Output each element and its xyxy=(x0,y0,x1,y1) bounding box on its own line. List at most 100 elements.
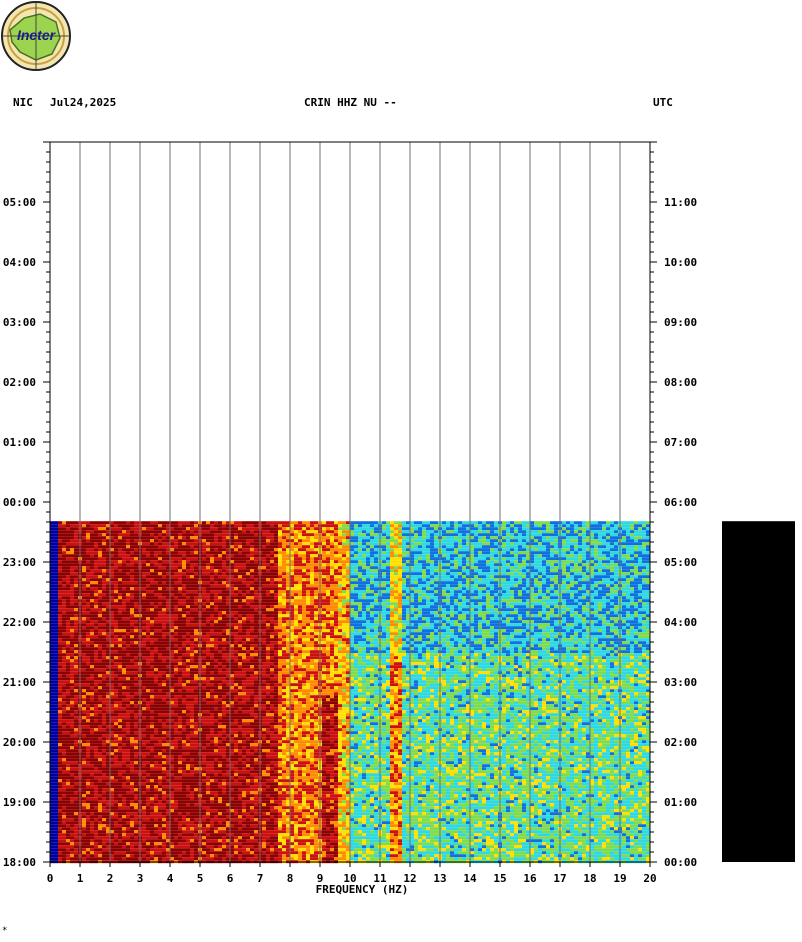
spectrogram-cell xyxy=(114,656,118,660)
spectrogram-cell xyxy=(110,731,114,735)
spectrogram-cell xyxy=(62,806,66,810)
spectrogram-cell xyxy=(154,770,158,774)
spectrogram-cell xyxy=(202,533,206,537)
spectrogram-cell xyxy=(134,758,138,762)
spectrogram-cell xyxy=(74,758,78,762)
spectrogram-cell xyxy=(94,704,98,708)
spectrogram-cell xyxy=(146,767,150,771)
spectrogram-cell xyxy=(162,551,166,555)
spectrogram-cell xyxy=(86,734,90,738)
spectrogram-cell xyxy=(110,836,114,840)
spectrogram-cell xyxy=(142,542,146,546)
spectrogram-cell xyxy=(150,719,154,723)
spectrogram-cell xyxy=(122,800,126,804)
spectrogram-cell xyxy=(146,704,150,708)
spectrogram-cell xyxy=(126,845,130,849)
spectrogram-cell xyxy=(218,782,222,786)
spectrogram-cell xyxy=(222,683,226,687)
spectrogram-cell xyxy=(98,686,102,690)
spectrogram-cell xyxy=(154,683,158,687)
spectrogram-cell xyxy=(174,521,178,525)
spectrogram-cell xyxy=(150,722,154,726)
spectrogram-cell xyxy=(186,530,190,534)
spectrogram-cell xyxy=(134,524,138,528)
spectrogram-cell xyxy=(178,704,182,708)
spectrogram-cell xyxy=(62,815,66,819)
spectrogram-cell xyxy=(106,857,110,861)
spectrogram-cell xyxy=(142,815,146,819)
spectrogram-cell xyxy=(222,554,226,558)
spectrogram-cell xyxy=(142,662,146,666)
spectrogram-cell xyxy=(74,551,78,555)
spectrogram-cell xyxy=(74,785,78,789)
spectrogram-cell xyxy=(214,809,218,813)
spectrogram-cell xyxy=(106,626,110,630)
spectrogram-cell xyxy=(206,764,210,768)
spectrogram-cell xyxy=(66,632,70,636)
spectrogram-cell xyxy=(82,590,86,594)
spectrogram-cell xyxy=(202,788,206,792)
spectrogram-cell xyxy=(66,692,70,696)
spectrogram-cell xyxy=(166,545,170,549)
spectrogram-cell xyxy=(170,656,174,660)
spectrogram-cell xyxy=(202,812,206,816)
spectrogram-cell xyxy=(134,557,138,561)
spectrogram-cell xyxy=(98,599,102,603)
spectrogram-cell xyxy=(190,728,194,732)
spectrogram-cell xyxy=(54,824,58,828)
spectrogram-cell xyxy=(94,713,98,717)
spectrogram-cell xyxy=(218,821,222,825)
spectrogram-cell xyxy=(90,812,94,816)
spectrogram-cell xyxy=(62,554,66,558)
spectrogram-cell xyxy=(102,602,106,606)
spectrogram-cell xyxy=(162,611,166,615)
spectrogram-cell xyxy=(50,809,54,813)
spectrogram-cell xyxy=(114,590,118,594)
spectrogram-cell xyxy=(210,839,214,843)
spectrogram-cell xyxy=(114,524,118,528)
spectrogram-cell xyxy=(50,605,54,609)
spectrogram-cell xyxy=(146,623,150,627)
spectrogram-cell xyxy=(174,797,178,801)
spectrogram-cell xyxy=(158,539,162,543)
spectrogram-cell xyxy=(110,782,114,786)
spectrogram-cell xyxy=(110,824,114,828)
spectrogram-cell xyxy=(170,641,174,645)
spectrogram-cell xyxy=(142,785,146,789)
spectrogram-cell xyxy=(194,611,198,615)
spectrogram-cell xyxy=(214,740,218,744)
spectrogram-cell xyxy=(110,530,114,534)
spectrogram-cell xyxy=(202,548,206,552)
spectrogram-cell xyxy=(178,563,182,567)
spectrogram-cell xyxy=(54,545,58,549)
spectrogram-cell xyxy=(210,608,214,612)
spectrogram-cell xyxy=(70,569,74,573)
spectrogram-cell xyxy=(58,557,62,561)
spectrogram-cell xyxy=(106,665,110,669)
spectrogram-cell xyxy=(146,728,150,732)
spectrogram-cell xyxy=(214,653,218,657)
spectrogram-cell xyxy=(206,671,210,675)
spectrogram-cell xyxy=(174,593,178,597)
spectrogram-cell xyxy=(90,569,94,573)
spectrogram-cell xyxy=(186,572,190,576)
spectrogram-cell xyxy=(182,587,186,591)
spectrogram-cell xyxy=(86,662,90,666)
spectrogram-cell xyxy=(214,791,218,795)
spectrogram-cell xyxy=(134,611,138,615)
spectrogram-cell xyxy=(218,620,222,624)
spectrogram-cell xyxy=(82,545,86,549)
spectrogram-cell xyxy=(214,647,218,651)
spectrogram-cell xyxy=(54,671,58,675)
spectrogram-cell xyxy=(118,551,122,555)
spectrogram-cell xyxy=(194,800,198,804)
spectrogram-cell xyxy=(194,695,198,699)
spectrogram-cell xyxy=(130,785,134,789)
spectrogram-cell xyxy=(86,725,90,729)
spectrogram-cell xyxy=(194,581,198,585)
spectrogram-cell xyxy=(222,548,226,552)
spectrogram-cell xyxy=(170,797,174,801)
spectrogram-cell xyxy=(118,788,122,792)
spectrogram-cell xyxy=(150,545,154,549)
spectrogram-cell xyxy=(206,527,210,531)
